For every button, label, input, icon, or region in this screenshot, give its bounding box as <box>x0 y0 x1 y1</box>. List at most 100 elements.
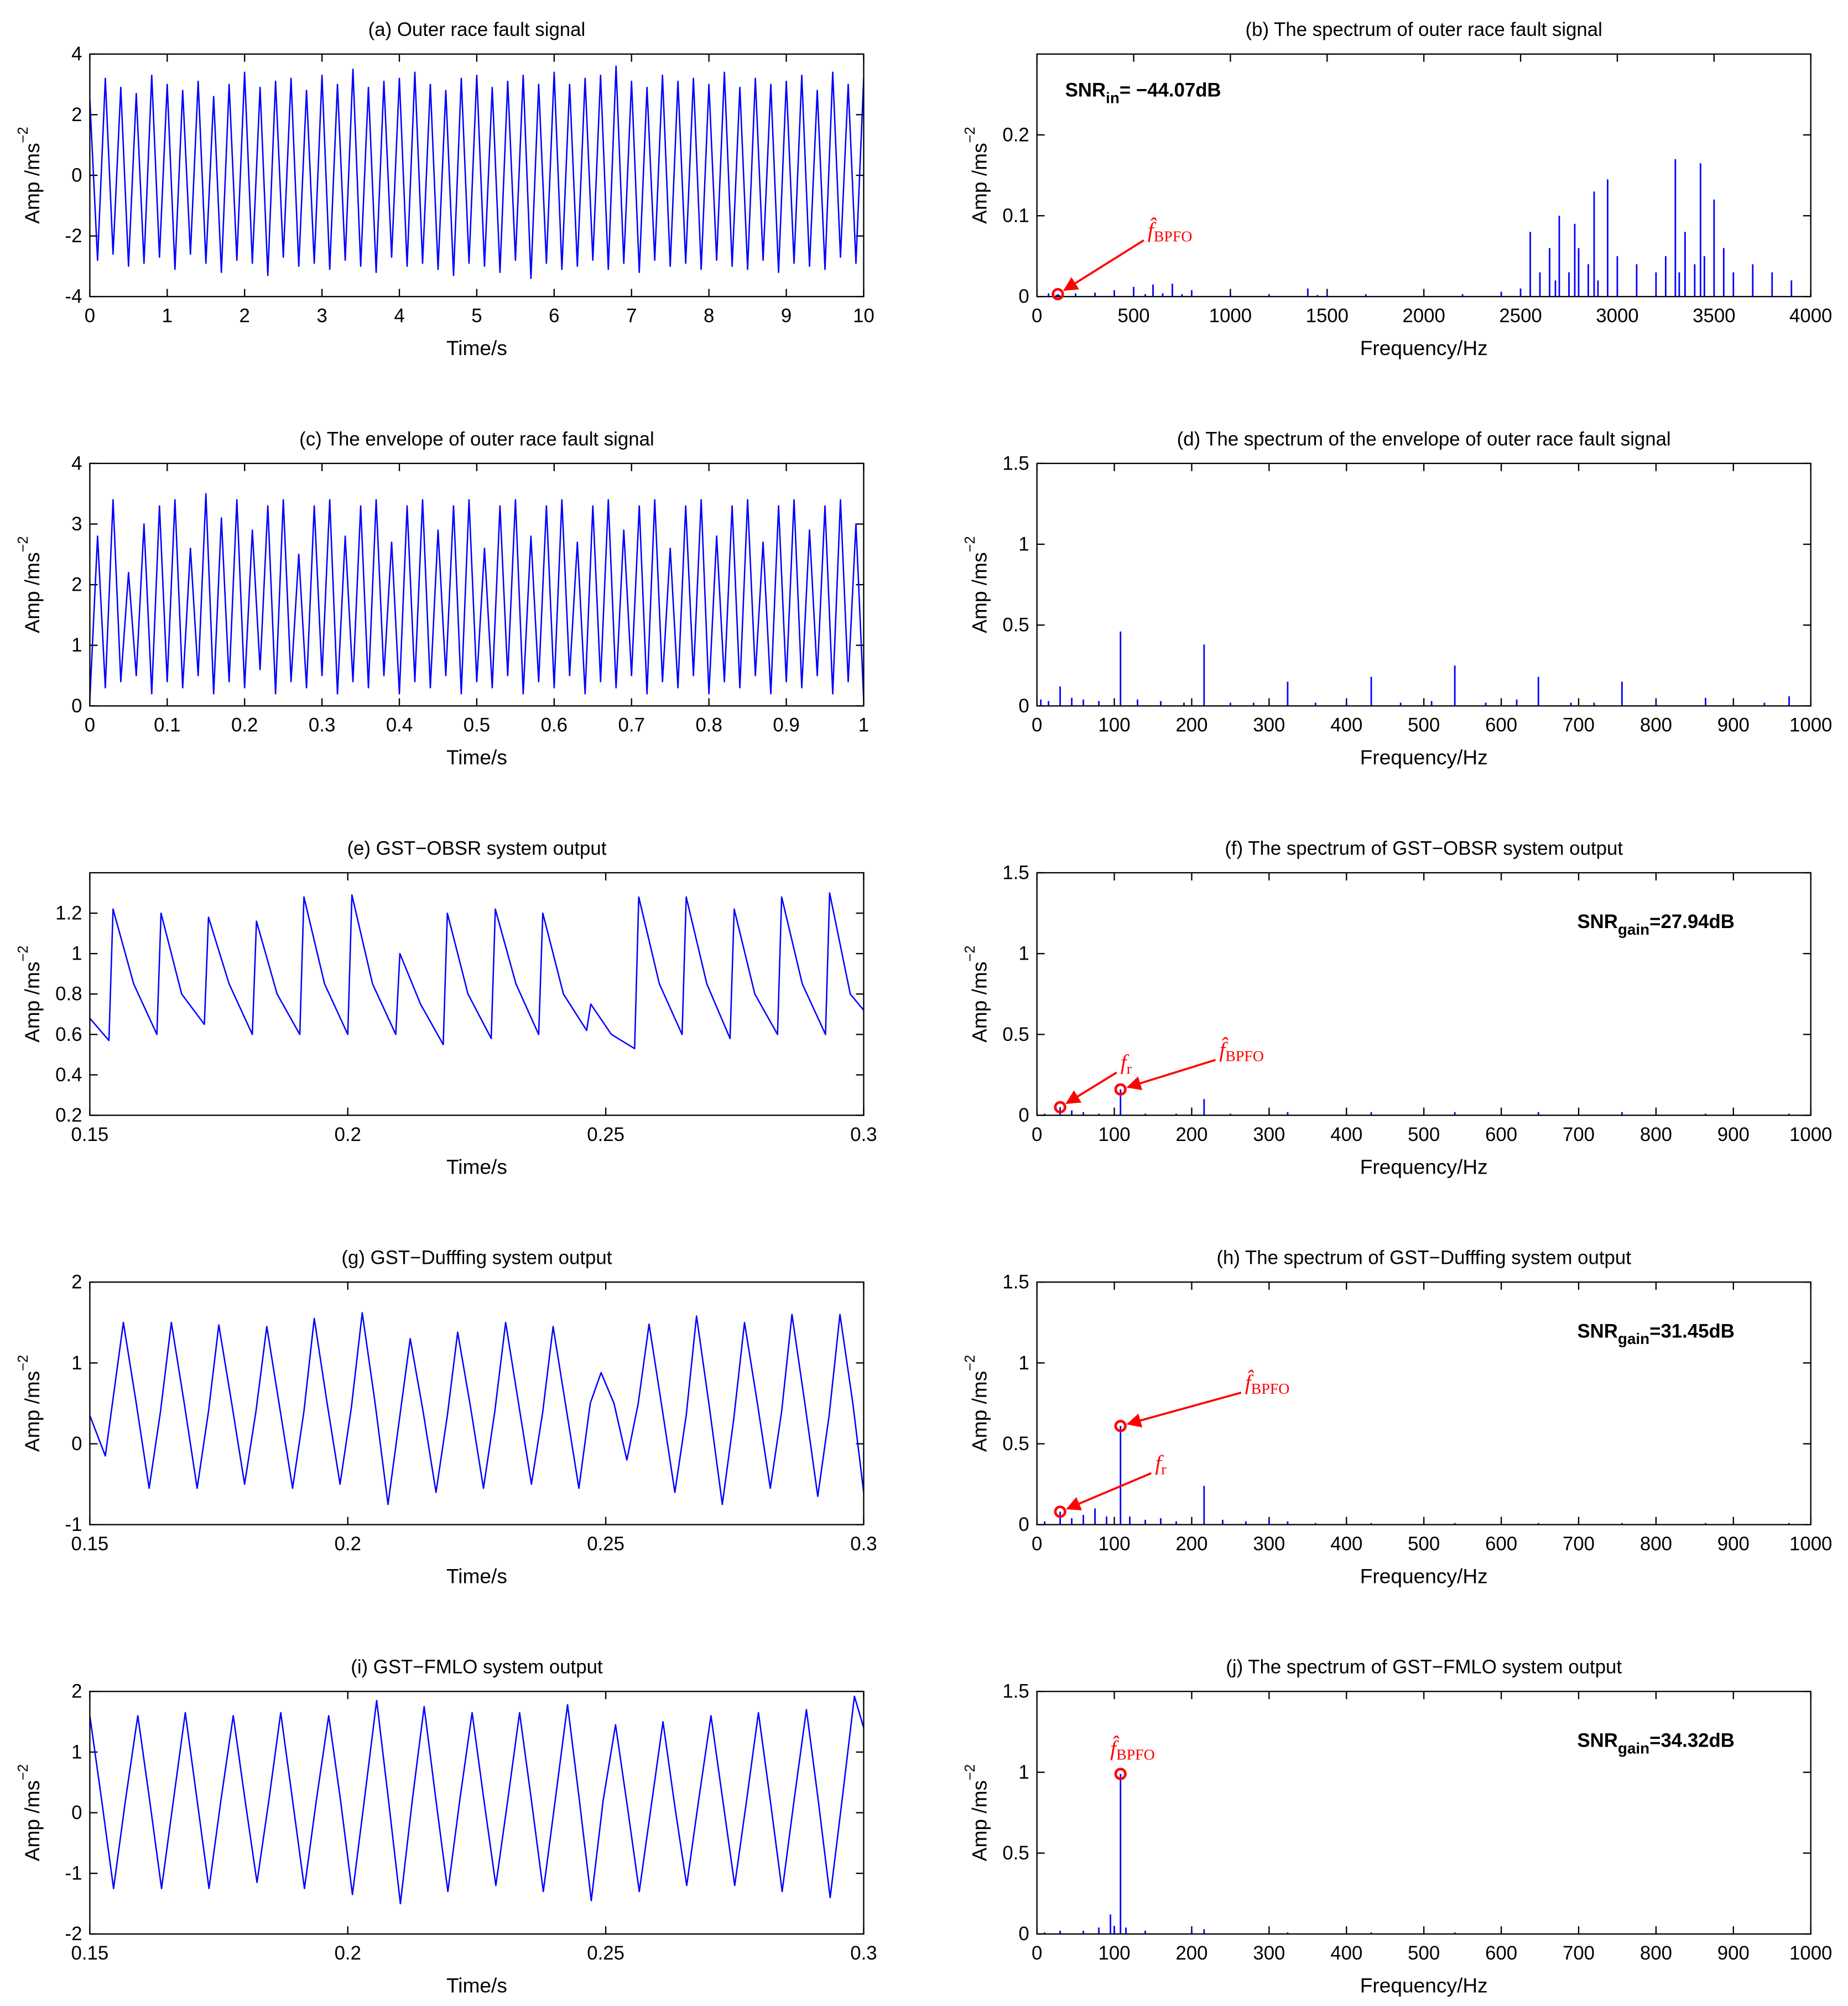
x-tick-label: 1000 <box>1789 1942 1832 1964</box>
x-tick-label: 600 <box>1485 1533 1517 1555</box>
y-axis-label-text: Amp /ms <box>967 552 991 633</box>
panel: (a) Outer race fault signal Time/s Amp /ms… <box>15 19 874 359</box>
panel-title: (g) GST−Dufffing system output <box>341 1247 612 1269</box>
annotation-arrow <box>1066 1472 1152 1510</box>
plot-area <box>1044 1774 1456 1934</box>
signal-line <box>90 892 864 1050</box>
x-tick-label: 5 <box>471 305 482 327</box>
y-tick-label: 0.5 <box>1002 1842 1029 1864</box>
panel: (i) GST−FMLO system output Time/s Amp /ms−… <box>15 1656 877 1997</box>
y-tick-label: 1 <box>1018 1762 1029 1783</box>
x-axis-label: Frequency/Hz <box>1360 336 1488 359</box>
x-tick-label: 400 <box>1330 715 1362 736</box>
y-tick-label: 0.2 <box>55 1104 82 1126</box>
axes-frame <box>1036 1281 1811 1525</box>
x-tick-label: 6 <box>549 305 559 327</box>
x-tick-label: 3 <box>316 305 327 327</box>
x-tick-label: 0.9 <box>773 715 799 736</box>
y-axis-label-sup: −2 <box>962 536 978 552</box>
x-tick-label: 400 <box>1330 1942 1362 1964</box>
y-tick-label: 1.2 <box>55 903 82 924</box>
axes-frame <box>1036 462 1811 707</box>
y-axis-label-sup: −2 <box>15 1355 31 1371</box>
y-tick-label: 0 <box>1018 1923 1029 1945</box>
snr-annotation: SNRgain=27.94dB <box>1577 911 1734 938</box>
x-tick-label: 0.15 <box>71 1533 109 1555</box>
y-tick-label: -1 <box>65 1863 82 1884</box>
x-tick-label: 200 <box>1175 1942 1207 1964</box>
x-tick-label: 200 <box>1175 1124 1207 1145</box>
plot-area <box>90 892 864 1050</box>
peak-marker <box>1114 1420 1127 1432</box>
plot-area <box>90 1695 864 1905</box>
y-tick-label: 2 <box>71 1272 82 1293</box>
x-axis-label: Time/s <box>446 1155 507 1178</box>
x-tick-label: 0.2 <box>335 1124 361 1145</box>
y-tick-label: 2 <box>71 574 82 596</box>
x-tick-label: 800 <box>1640 715 1672 736</box>
x-tick-label: 600 <box>1485 1942 1517 1964</box>
y-tick-label: 0.4 <box>55 1064 82 1086</box>
x-tick-label: 300 <box>1253 1124 1285 1145</box>
panel: (c) The envelope of outer race fault sig… <box>15 428 869 769</box>
y-tick-label: 0.1 <box>1002 205 1029 227</box>
y-tick-label: 0 <box>71 1802 82 1823</box>
x-axis-label: Time/s <box>446 1974 507 1997</box>
x-tick-label: 0.3 <box>850 1533 877 1555</box>
x-tick-label: 1000 <box>1789 1124 1832 1145</box>
x-axis-label: Time/s <box>446 336 507 359</box>
plot-area <box>1044 1089 1790 1116</box>
x-tick-label: 300 <box>1253 1942 1285 1964</box>
y-axis-label-sup: −2 <box>962 946 978 962</box>
y-axis-label: Amp /ms−2 <box>962 127 991 223</box>
x-tick-label: 0.3 <box>309 715 335 736</box>
panel-title: (j) The spectrum of GST−FMLO system outp… <box>1226 1656 1622 1678</box>
x-tick-label: 0.2 <box>231 715 258 736</box>
peak-label-sub: BPFO <box>1251 1380 1290 1398</box>
peak-label-sub: BPFO <box>1116 1746 1155 1763</box>
snr-base: SNR <box>1577 911 1617 932</box>
x-tick-label: 0.3 <box>850 1942 877 1964</box>
y-tick-label: 4 <box>71 43 82 65</box>
x-tick-label: 10 <box>853 305 874 327</box>
y-tick-label: -2 <box>65 1923 82 1945</box>
annotation-arrow <box>1065 1071 1117 1104</box>
x-tick-label: 0.7 <box>618 715 645 736</box>
y-tick-label: 1.5 <box>1002 862 1029 884</box>
x-tick-label: 1 <box>858 715 869 736</box>
x-tick-label: 100 <box>1099 1124 1131 1145</box>
signal-line <box>90 1312 864 1505</box>
x-tick-label: 600 <box>1485 1124 1517 1145</box>
snr-annotation: SNRin= −44.07dB <box>1065 79 1221 106</box>
x-tick-label: 0.25 <box>587 1942 624 1964</box>
snr-sub: in <box>1106 89 1120 106</box>
x-tick-label: 1000 <box>1789 715 1832 736</box>
x-tick-label: 9 <box>781 305 792 327</box>
y-axis-label-text: Amp /ms <box>967 143 991 223</box>
y-tick-label: 0.5 <box>1002 1433 1029 1455</box>
y-axis-label-text: Amp /ms <box>20 962 44 1043</box>
peak-label: fr <box>1155 1451 1167 1478</box>
x-axis-label: Time/s <box>446 1564 507 1587</box>
x-tick-label: 0.25 <box>587 1533 624 1555</box>
x-axis-label: Frequency/Hz <box>1360 1564 1488 1587</box>
x-tick-label: 200 <box>1175 1533 1207 1555</box>
x-tick-label: 0.5 <box>464 715 490 736</box>
annotation-arrow <box>1063 239 1144 291</box>
axes-frame <box>89 462 865 707</box>
y-tick-label: 1 <box>71 943 82 965</box>
peak-label: f̂BPFO <box>1219 1037 1264 1065</box>
y-tick-label: 0 <box>71 165 82 186</box>
x-tick-label: 0 <box>85 715 95 736</box>
x-tick-label: 200 <box>1175 715 1207 736</box>
panel-title: (d) The spectrum of the envelope of oute… <box>1177 428 1671 450</box>
y-tick-label: 1.5 <box>1002 1681 1029 1702</box>
snr-value: =34.32dB <box>1649 1729 1735 1751</box>
panel-title: (a) Outer race fault signal <box>368 19 586 40</box>
y-tick-label: 4 <box>71 452 82 474</box>
axes-frame <box>89 872 865 1116</box>
y-axis-label-text: Amp /ms <box>20 143 44 223</box>
x-tick-label: 0 <box>1032 1533 1042 1555</box>
x-tick-label: 100 <box>1099 1942 1131 1964</box>
